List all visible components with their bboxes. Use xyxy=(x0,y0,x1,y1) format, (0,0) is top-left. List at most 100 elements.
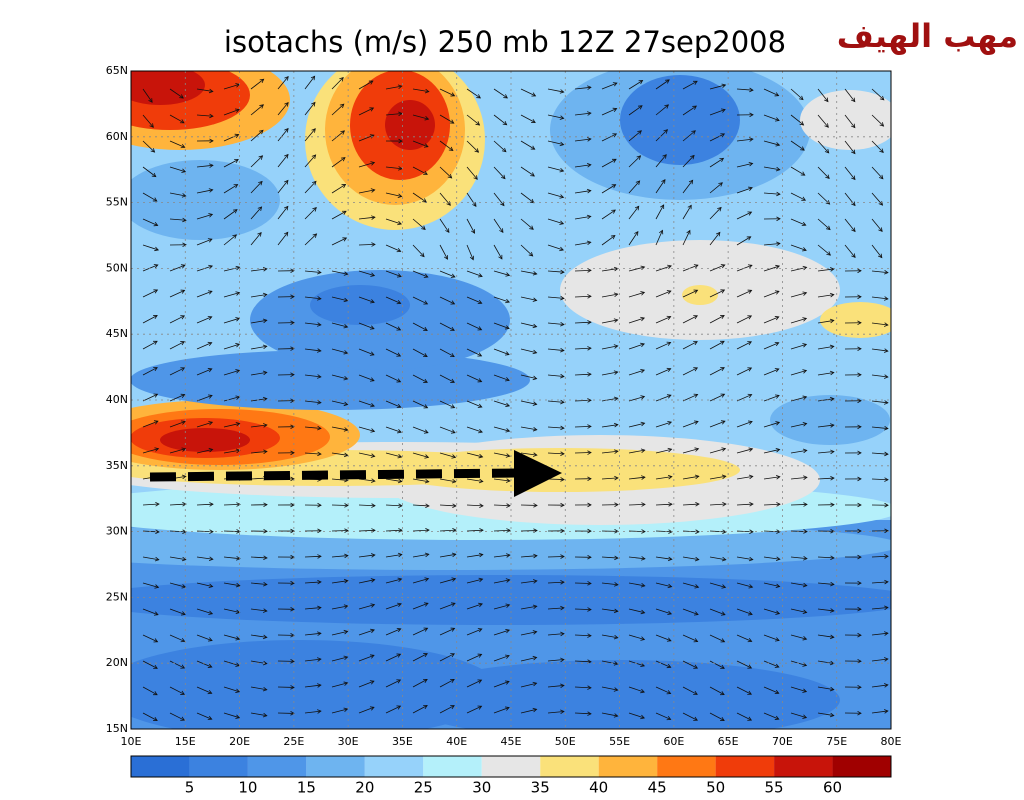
vector-head xyxy=(235,582,241,588)
vector-shaft xyxy=(142,244,159,251)
wind-vector xyxy=(817,267,835,272)
wind-vector xyxy=(790,369,808,376)
wind-vector xyxy=(736,686,752,695)
wind-vector xyxy=(196,421,214,428)
vector-head xyxy=(776,241,781,247)
vector-head xyxy=(154,447,160,452)
wind-vector xyxy=(709,712,725,721)
vector-head xyxy=(640,583,646,588)
wind-vector xyxy=(250,370,268,376)
vector-shaft xyxy=(331,580,348,584)
vector-shaft xyxy=(412,140,429,148)
vector-shaft xyxy=(412,529,429,532)
wind-vector xyxy=(412,192,427,203)
vector-shaft xyxy=(790,266,807,272)
wind-vector xyxy=(331,270,349,276)
vector-head xyxy=(317,296,322,301)
wind-vector xyxy=(250,581,268,587)
wind-vector xyxy=(601,82,618,90)
vector-head xyxy=(506,503,511,508)
vector-head xyxy=(262,660,268,666)
wind-vector xyxy=(493,528,511,533)
vector-head xyxy=(666,341,672,346)
vector-shaft xyxy=(385,192,402,197)
vector-shaft xyxy=(385,166,402,170)
wind-vector xyxy=(385,166,403,171)
vector-shaft xyxy=(466,270,483,277)
vector-head xyxy=(532,630,538,635)
vector-shaft xyxy=(493,400,510,407)
vector-head xyxy=(666,663,672,669)
vector-head xyxy=(262,686,268,692)
wind-vector xyxy=(655,447,673,454)
vector-head xyxy=(423,170,428,175)
vector-shaft xyxy=(709,84,726,90)
wind-vector xyxy=(655,420,673,428)
vector-shaft xyxy=(169,582,186,588)
vector-head xyxy=(499,228,504,233)
wind-vector xyxy=(790,395,808,402)
vector-head xyxy=(857,372,862,378)
wind-vector xyxy=(601,712,619,718)
vector-head xyxy=(694,447,700,452)
wind-vector xyxy=(682,204,692,220)
vector-head xyxy=(317,657,322,662)
vector-head xyxy=(207,663,213,668)
vector-head xyxy=(587,685,592,690)
vector-head xyxy=(506,528,511,533)
vector-head xyxy=(396,273,402,278)
vector-shaft xyxy=(871,555,889,558)
vector-head xyxy=(775,421,781,426)
vector-head xyxy=(559,246,564,252)
wind-vector xyxy=(520,114,536,123)
vector-head xyxy=(317,425,322,431)
vector-head xyxy=(638,80,644,85)
vector-shaft xyxy=(628,80,643,90)
wind-vector xyxy=(304,631,322,636)
colorbar-swatch xyxy=(364,756,424,777)
wind-vector xyxy=(790,475,808,480)
vector-head xyxy=(344,528,349,533)
vector-head xyxy=(774,689,780,695)
vector-head xyxy=(586,214,592,220)
vector-head xyxy=(477,705,483,710)
vector-head xyxy=(749,502,754,507)
wind-vector xyxy=(628,155,642,168)
vector-shaft xyxy=(520,555,537,558)
vector-head xyxy=(559,141,565,147)
vector-head xyxy=(208,556,214,562)
vector-head xyxy=(397,478,403,484)
wind-vector xyxy=(682,660,699,669)
vector-shaft xyxy=(817,582,834,585)
wind-vector xyxy=(574,476,592,482)
wind-vector xyxy=(601,133,618,142)
wind-vector xyxy=(655,154,667,168)
vector-shaft xyxy=(844,140,856,154)
wind-vector xyxy=(817,581,835,587)
vector-shaft xyxy=(277,76,289,90)
wind-vector xyxy=(871,400,889,405)
wind-vector xyxy=(304,75,316,90)
wind-vector xyxy=(466,478,484,484)
wind-vector xyxy=(547,580,565,585)
wind-vector xyxy=(520,166,535,177)
wind-vector xyxy=(601,396,619,402)
vector-head xyxy=(506,478,511,483)
wind-vector xyxy=(412,627,429,636)
vector-shaft xyxy=(493,529,511,532)
vector-head xyxy=(613,687,619,692)
vector-shaft xyxy=(763,634,780,641)
wind-vector xyxy=(277,606,295,612)
colorbar-frame xyxy=(130,755,892,778)
wind-vector xyxy=(412,552,430,558)
vector-head xyxy=(560,528,565,534)
wind-vector xyxy=(574,85,592,90)
wind-vector xyxy=(223,369,241,376)
vector-head xyxy=(803,502,808,507)
vector-head xyxy=(560,347,565,353)
wind-vector xyxy=(331,237,348,246)
vector-head xyxy=(477,326,483,331)
vector-shaft xyxy=(547,556,565,558)
wind-vector xyxy=(520,270,538,276)
vector-head xyxy=(637,105,643,110)
